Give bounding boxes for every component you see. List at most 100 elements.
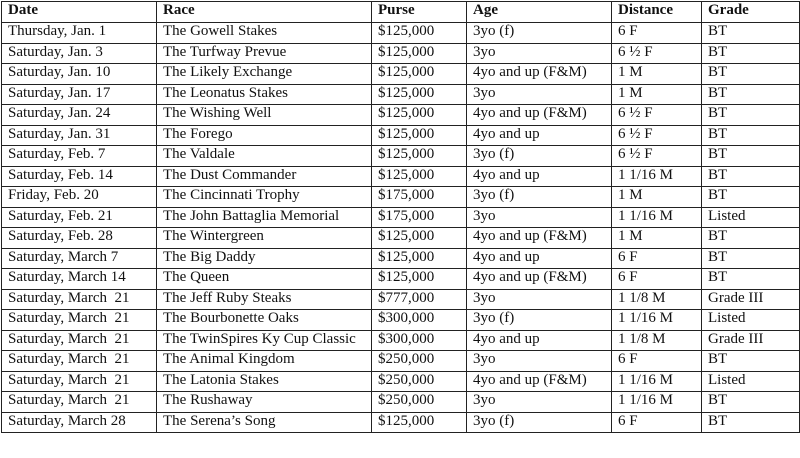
cell-race: The Animal Kingdom bbox=[156, 350, 372, 372]
cell-date: Saturday, March 7 bbox=[1, 247, 157, 269]
cell-distance: 6 F bbox=[611, 22, 702, 44]
table-row: Saturday, Jan. 10 The Likely Exchange $125… bbox=[1, 63, 800, 85]
cell-grade: BT bbox=[701, 186, 800, 208]
cell-purse: $250,000 bbox=[371, 350, 467, 372]
cell-distance: 1 1/16 M bbox=[611, 206, 702, 228]
cell-race: The TwinSpires Ky Cup Classic bbox=[156, 329, 372, 351]
cell-age: 4yo and up (F&M) bbox=[466, 104, 612, 126]
table-row: Thursday, Jan. 1 The Gowell Stakes $125,00… bbox=[1, 22, 800, 44]
cell-grade: Listed bbox=[701, 370, 800, 392]
cell-age: 4yo and up (F&M) bbox=[466, 227, 612, 249]
cell-distance: 1 1/8 M bbox=[611, 288, 702, 310]
cell-purse: $175,000 bbox=[371, 186, 467, 208]
cell-distance: 6 F bbox=[611, 350, 702, 372]
table-row: Saturday, Jan. 24 The Wishing Well $125,00… bbox=[1, 104, 800, 126]
cell-date: Saturday, Feb. 7 bbox=[1, 145, 157, 167]
cell-age: 3yo bbox=[466, 391, 612, 413]
cell-distance: 1 1/16 M bbox=[611, 391, 702, 413]
cell-purse: $125,000 bbox=[371, 104, 467, 126]
cell-distance: 1 1/16 M bbox=[611, 165, 702, 187]
cell-purse: $250,000 bbox=[371, 370, 467, 392]
cell-purse: $125,000 bbox=[371, 411, 467, 433]
cell-purse: $175,000 bbox=[371, 206, 467, 228]
cell-distance: 6 ½ F bbox=[611, 145, 702, 167]
cell-grade: BT bbox=[701, 83, 800, 105]
table-row: Saturday, March 21 The Animal Kingdom $250… bbox=[1, 350, 800, 372]
cell-age: 4yo and up (F&M) bbox=[466, 63, 612, 85]
cell-distance: 1 1/16 M bbox=[611, 309, 702, 331]
table-row: Saturday, March 21 The Jeff Ruby Steaks $7… bbox=[1, 288, 800, 310]
cell-date: Saturday, Jan. 31 bbox=[1, 124, 157, 146]
cell-date: Saturday, Jan. 24 bbox=[1, 104, 157, 126]
table-row: Saturday, Feb. 28 The Wintergreen $125,000… bbox=[1, 227, 800, 249]
column-header: Date bbox=[1, 1, 157, 23]
header-row: Date Race Purse Age Distance Grade bbox=[1, 1, 800, 23]
cell-date: Saturday, March 21 bbox=[1, 288, 157, 310]
cell-distance: 6 F bbox=[611, 411, 702, 433]
cell-race: The Valdale bbox=[156, 145, 372, 167]
cell-grade: BT bbox=[701, 227, 800, 249]
cell-distance: 1 1/8 M bbox=[611, 329, 702, 351]
cell-age: 3yo bbox=[466, 42, 612, 64]
cell-grade: BT bbox=[701, 350, 800, 372]
table-row: Saturday, Jan. 31 The Forego $125,000 4yo a… bbox=[1, 124, 800, 146]
table-row: Friday, Feb. 20 The Cincinnati Trophy $175… bbox=[1, 186, 800, 208]
cell-purse: $125,000 bbox=[371, 227, 467, 249]
cell-age: 3yo bbox=[466, 206, 612, 228]
table-row: Saturday, Feb. 14 The Dust Commander $125,… bbox=[1, 165, 800, 187]
cell-date: Saturday, Feb. 21 bbox=[1, 206, 157, 228]
cell-distance: 6 F bbox=[611, 268, 702, 290]
cell-age: 4yo and up bbox=[466, 329, 612, 351]
cell-age: 4yo and up bbox=[466, 165, 612, 187]
cell-purse: $125,000 bbox=[371, 22, 467, 44]
cell-grade: BT bbox=[701, 124, 800, 146]
table-row: Saturday, Feb. 21 The John Battaglia Memo… bbox=[1, 206, 800, 228]
cell-age: 3yo (f) bbox=[466, 186, 612, 208]
cell-distance: 1 M bbox=[611, 186, 702, 208]
cell-race: The Gowell Stakes bbox=[156, 22, 372, 44]
cell-purse: $125,000 bbox=[371, 165, 467, 187]
cell-purse: $125,000 bbox=[371, 42, 467, 64]
cell-date: Friday, Feb. 20 bbox=[1, 186, 157, 208]
cell-purse: $125,000 bbox=[371, 247, 467, 269]
table-row: Saturday, March 21 The Latonia Stakes $250… bbox=[1, 370, 800, 392]
table-row: Saturday, March 21 The Bourbonette Oaks $3… bbox=[1, 309, 800, 331]
cell-grade: BT bbox=[701, 104, 800, 126]
cell-age: 3yo (f) bbox=[466, 145, 612, 167]
table-row: Saturday, March 21 The Rushaway $250,000 3y… bbox=[1, 391, 800, 413]
cell-age: 4yo and up bbox=[466, 247, 612, 269]
cell-distance: 6 ½ F bbox=[611, 104, 702, 126]
cell-race: The Rushaway bbox=[156, 391, 372, 413]
cell-race: The Cincinnati Trophy bbox=[156, 186, 372, 208]
cell-age: 3yo bbox=[466, 350, 612, 372]
table-row: Saturday, March 28 The Serena’s Song $125,… bbox=[1, 411, 800, 433]
cell-grade: BT bbox=[701, 63, 800, 85]
cell-purse: $125,000 bbox=[371, 83, 467, 105]
cell-purse: $125,000 bbox=[371, 63, 467, 85]
cell-purse: $300,000 bbox=[371, 329, 467, 351]
cell-grade: BT bbox=[701, 42, 800, 64]
table-row: Saturday, Jan. 3 The Turfway Prevue $125,0… bbox=[1, 42, 800, 64]
cell-race: The Jeff Ruby Steaks bbox=[156, 288, 372, 310]
cell-distance: 1 M bbox=[611, 227, 702, 249]
cell-race: The Leonatus Stakes bbox=[156, 83, 372, 105]
cell-date: Saturday, Jan. 3 bbox=[1, 42, 157, 64]
cell-distance: 6 F bbox=[611, 247, 702, 269]
table-row: Saturday, March 21 The TwinSpires Ky Cup … bbox=[1, 329, 800, 351]
table-row: Saturday, Jan. 17 The Leonatus Stakes $125… bbox=[1, 83, 800, 105]
column-header: Purse bbox=[371, 1, 467, 23]
cell-distance: 1 1/16 M bbox=[611, 370, 702, 392]
cell-race: The Queen bbox=[156, 268, 372, 290]
cell-grade: BT bbox=[701, 411, 800, 433]
cell-purse: $125,000 bbox=[371, 145, 467, 167]
cell-age: 3yo (f) bbox=[466, 309, 612, 331]
cell-purse: $125,000 bbox=[371, 268, 467, 290]
cell-distance: 6 ½ F bbox=[611, 124, 702, 146]
cell-grade: BT bbox=[701, 247, 800, 269]
cell-race: The Forego bbox=[156, 124, 372, 146]
cell-grade: Listed bbox=[701, 206, 800, 228]
cell-date: Saturday, March 21 bbox=[1, 309, 157, 331]
cell-age: 4yo and up (F&M) bbox=[466, 268, 612, 290]
column-header: Age bbox=[466, 1, 612, 23]
cell-purse: $777,000 bbox=[371, 288, 467, 310]
